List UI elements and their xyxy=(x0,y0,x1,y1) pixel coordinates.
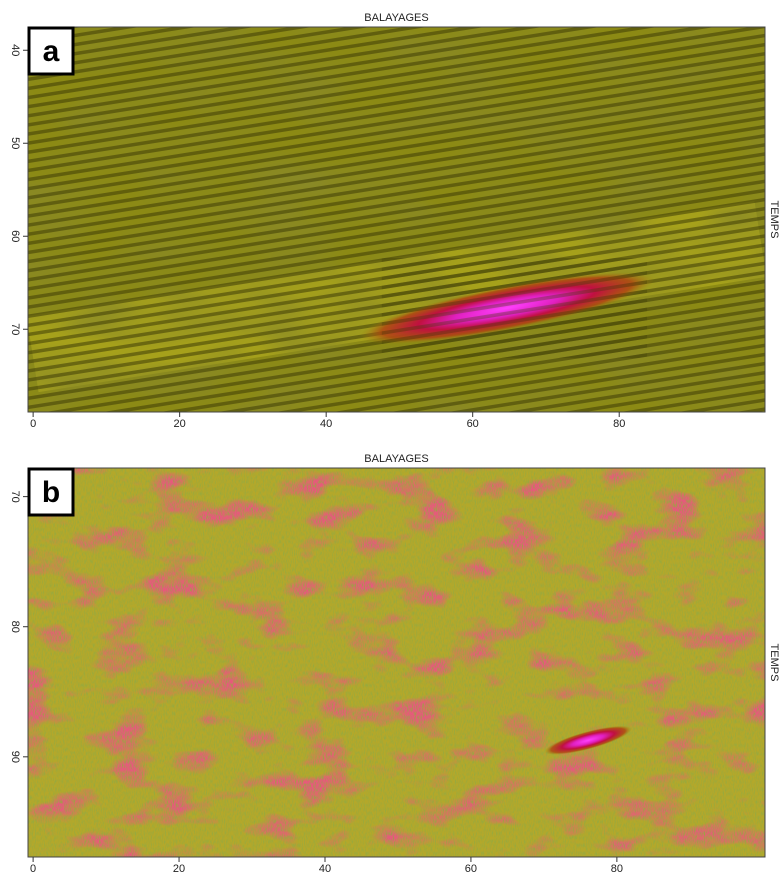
hot-stripes xyxy=(381,258,648,359)
y-tick-label: 90 xyxy=(9,751,21,763)
y-tick-label: 80 xyxy=(9,621,21,633)
x-tick-label: 40 xyxy=(319,863,331,874)
x-tick-label: 0 xyxy=(30,863,36,874)
y-tick-label: 50 xyxy=(9,137,21,149)
x-axis-title: BALAYAGES xyxy=(364,12,428,24)
x-tick-label: 20 xyxy=(173,863,185,874)
y-tick-label: 70 xyxy=(9,323,21,335)
heatmap-noise xyxy=(28,468,765,857)
x-tick-label: 80 xyxy=(611,863,623,874)
y-tick-label: 40 xyxy=(9,44,21,56)
chart-panel: 0 20 40 60 80 40 50 60 70 BALAYAGES TEMPS a xyxy=(9,12,780,430)
plot-area xyxy=(28,468,765,857)
plot-area xyxy=(28,27,765,412)
x-tick-label: 40 xyxy=(320,418,332,430)
x-tick-label: 0 xyxy=(30,418,36,430)
panel-label: a xyxy=(43,35,60,68)
plot-frame xyxy=(27,467,766,858)
x-tick-label: 60 xyxy=(467,418,479,430)
panel-label: b xyxy=(42,476,60,509)
y-tick-label: 70 xyxy=(9,490,21,502)
x-axis-title: BALAYAGES xyxy=(364,453,428,465)
x-tick-label: 20 xyxy=(174,418,186,430)
plot-frame xyxy=(27,26,766,413)
y-tick-label: 60 xyxy=(9,230,21,242)
x-tick-label: 60 xyxy=(465,863,477,874)
chart-panel: 0 20 40 60 80 70 80 90 BALAYAGES TEMPS b xyxy=(9,453,780,874)
hot-spot xyxy=(544,725,632,755)
panel-label-box xyxy=(27,26,75,76)
x-tick-label: 80 xyxy=(613,418,625,430)
y-axis-title: TEMPS xyxy=(768,201,780,239)
panel-label-box xyxy=(27,467,75,517)
y-axis-title: TEMPS xyxy=(768,644,780,682)
